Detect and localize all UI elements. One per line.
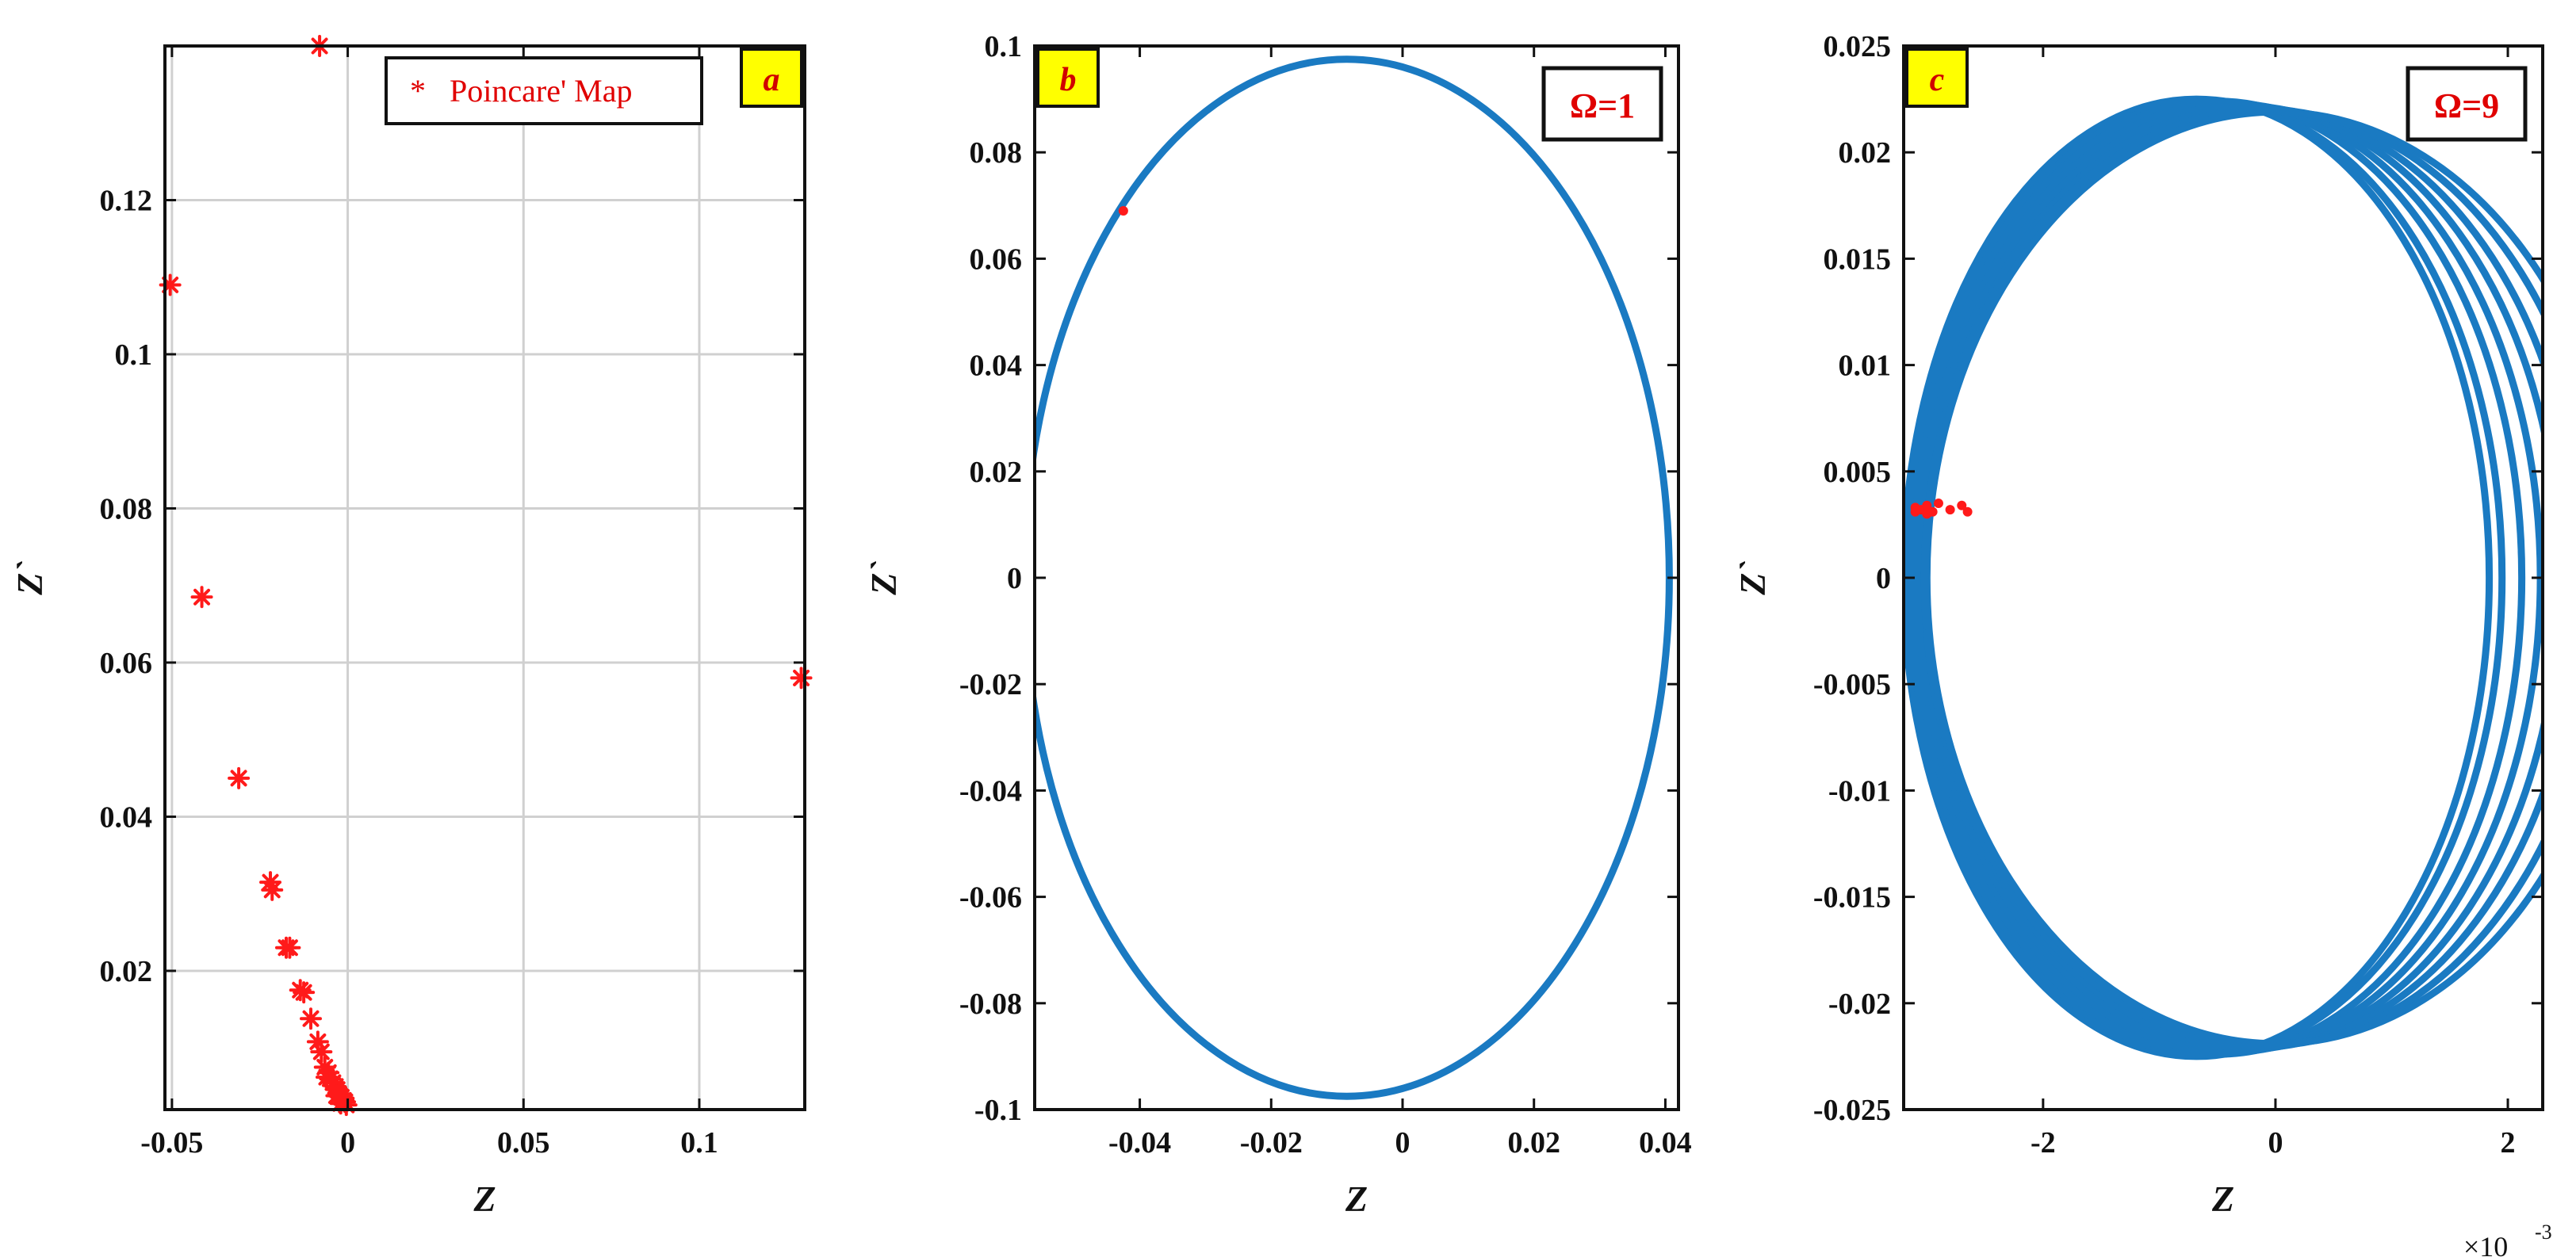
x-axis-multiplier: ×10 [2463, 1231, 2508, 1257]
axes-frame [1902, 44, 2544, 1111]
panel-tag-label: b [1060, 62, 1077, 98]
poincare-marker [315, 1066, 338, 1089]
y-tick-label: 0.1 [115, 338, 153, 372]
y-tick-label: -0.06 [959, 881, 1022, 915]
y-tick-label: 0.1 [985, 30, 1023, 63]
poincare-point [1945, 505, 1955, 515]
y-tick-label: 0.02 [1839, 136, 1892, 170]
poincare-marker [310, 1041, 333, 1064]
y-tick-label: 0 [1007, 562, 1022, 595]
y-tick-label: 0.08 [100, 492, 153, 525]
panel-b-phase-portrait-omega-1: -0.04 -0.02 0 0.02 0.04 -0.1 -0.08 -0.06 -0.04 -0… [863, 30, 1692, 1219]
poincare-marker [325, 1084, 348, 1107]
y-tick-label: 0.08 [970, 136, 1023, 170]
y-axis-label: Z` [1732, 560, 1773, 595]
poincare-point [1922, 500, 1932, 510]
y-tick-label: 0.06 [970, 243, 1023, 276]
axes-frame [1033, 44, 1680, 1111]
panel-tag-label: a [764, 62, 780, 98]
y-axis-label: Z` [863, 560, 904, 595]
x-tick-label: 0.05 [497, 1126, 550, 1160]
y-tick-label: -0.015 [1813, 881, 1891, 915]
poincare-marker [293, 981, 316, 1004]
panel-tag-box [1905, 48, 1969, 108]
panel-c-phase-portrait-omega-9: -2 0 2 -0.025 -0.02 -0.015 -0.01 -0.005 0 0.005 0.… [1732, 30, 2552, 1257]
poincare-point [1118, 206, 1128, 216]
y-tick-label: 0.01 [1839, 350, 1892, 383]
y-tick-label: 0.025 [1824, 30, 1892, 63]
poincare-marker [261, 878, 284, 901]
omega-annotation-box [1541, 66, 1663, 142]
poincare-point [1922, 509, 1932, 519]
panel-tag-box [1036, 48, 1100, 108]
x-tick-label: -2 [2031, 1126, 2056, 1160]
y-tick-label: 0.12 [100, 184, 153, 217]
legend-box [385, 56, 703, 125]
x-tick-label: 0.02 [1507, 1126, 1560, 1160]
x-tick-label: 2 [2501, 1126, 2516, 1160]
x-axis-label: Z [1345, 1179, 1368, 1219]
omega-annotation-box [2406, 66, 2528, 142]
x-axis-label: Z [473, 1179, 496, 1219]
poincare-point [1962, 506, 1973, 517]
panel-tag-label: c [1930, 62, 1945, 98]
y-tick-label: 0.04 [970, 350, 1023, 383]
axes-frame [163, 44, 806, 1111]
y-axis-label: Z` [10, 560, 50, 595]
poincare-marker [790, 667, 813, 690]
x-tick-label: 0.04 [1639, 1126, 1692, 1160]
x-tick-label: 0.1 [680, 1126, 718, 1160]
y-tick-label: -0.02 [1828, 988, 1891, 1021]
x-tick-label: 0 [1395, 1126, 1410, 1160]
x-tick-label: 0 [340, 1126, 355, 1160]
orbit-trajectory [1921, 106, 2543, 1049]
orbit-trajectory [1923, 108, 2543, 1048]
y-tick-label: 0.06 [100, 647, 153, 680]
panel-a-poincare-map: -0.05 0 0.05 0.1 0.02 0.04 0.06 0.08 0.1 0.12 Z Z` a… [10, 35, 813, 1219]
poincare-point [1933, 499, 1943, 509]
omega-annotation: Ω=1 [1570, 86, 1635, 125]
y-tick-label: 0.015 [1824, 243, 1892, 276]
y-tick-label: 0.04 [100, 800, 153, 834]
legend-marker: * [410, 73, 426, 109]
y-tick-label: 0.02 [970, 456, 1023, 489]
y-tick-label: -0.04 [959, 774, 1022, 808]
x-axis-multiplier-exponent: -3 [2535, 1221, 2552, 1244]
y-tick-label: 0.02 [100, 955, 153, 988]
poincare-marker [278, 936, 301, 959]
x-tick-label: -0.02 [1240, 1126, 1303, 1160]
y-tick-label: 0 [1876, 562, 1891, 595]
plot-area [1904, 95, 2543, 1060]
y-tick-label: -0.02 [959, 668, 1022, 701]
y-tick-label: 0.005 [1824, 456, 1892, 489]
x-tick-label: -0.05 [140, 1126, 203, 1160]
y-tick-label: -0.1 [974, 1094, 1022, 1127]
legend-label: Poincare' Map [450, 73, 632, 109]
poincare-marker [190, 586, 213, 609]
x-tick-label: -0.04 [1108, 1126, 1171, 1160]
poincare-marker [300, 1007, 323, 1030]
y-tick-label: -0.005 [1813, 668, 1891, 701]
y-tick-label: -0.025 [1813, 1094, 1891, 1127]
x-axis-label: Z [2211, 1179, 2234, 1219]
panel-tag-box [740, 48, 803, 108]
y-tick-label: -0.08 [959, 988, 1022, 1021]
poincare-point [1910, 506, 1920, 517]
poincare-marker [228, 766, 251, 789]
omega-annotation: Ω=9 [2434, 86, 2499, 125]
y-tick-label: -0.01 [1828, 774, 1891, 808]
poincare-point [1957, 500, 1967, 510]
x-tick-label: 0 [2268, 1126, 2283, 1160]
plot-area [1035, 55, 1673, 1100]
